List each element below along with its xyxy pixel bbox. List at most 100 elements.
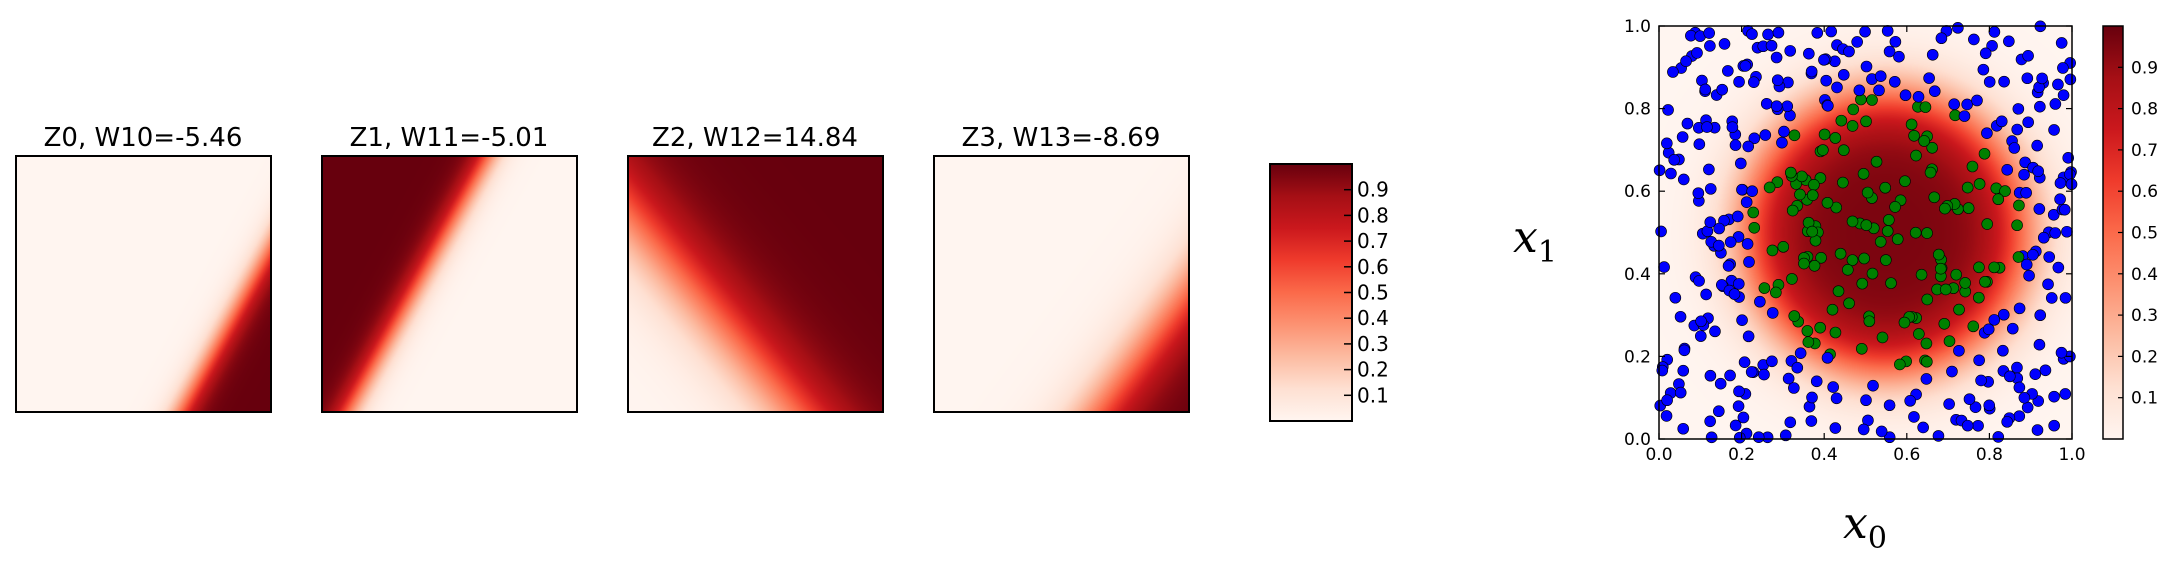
scatter-point-outside-circle bbox=[1778, 125, 1790, 138]
heatmap-frame-z2 bbox=[627, 155, 884, 413]
scatter-point-inside-circle bbox=[1808, 178, 1820, 191]
scatter-point-inside-circle bbox=[1834, 247, 1847, 260]
scatter-point-outside-circle bbox=[2039, 364, 2052, 377]
scatter-point-inside-circle bbox=[1913, 328, 1925, 340]
scatter-point-outside-circle bbox=[1963, 393, 1976, 405]
scatter-point-outside-circle bbox=[2022, 50, 2034, 62]
scatter-point-inside-circle bbox=[2012, 251, 2025, 263]
colorbar-right-tick-label: 0.6 bbox=[2131, 182, 2158, 202]
scatter-point-inside-circle bbox=[1801, 325, 1814, 337]
scatter-point-outside-circle bbox=[1695, 315, 1707, 328]
scatter-point-outside-circle bbox=[2055, 37, 2068, 49]
scatter-point-inside-circle bbox=[1920, 337, 1933, 350]
scatter-point-outside-circle bbox=[2042, 278, 2054, 291]
scatter-point-inside-circle bbox=[1846, 120, 1859, 132]
scatter-point-outside-circle bbox=[1680, 55, 1692, 68]
scatter-point-inside-circle bbox=[1899, 175, 1911, 188]
scatter-point-outside-circle bbox=[1661, 394, 1673, 407]
heatmap-canvas-z0 bbox=[16, 156, 271, 412]
scatter-point-inside-circle bbox=[1866, 94, 1878, 106]
scatter-point-outside-circle bbox=[1733, 76, 1745, 88]
scatter-point-inside-circle bbox=[1786, 273, 1798, 285]
scatter-point-inside-circle bbox=[1926, 141, 1938, 154]
scatter-point-inside-circle bbox=[1837, 144, 1850, 156]
scatter-point-outside-circle bbox=[1917, 421, 1929, 434]
scatter-point-inside-circle bbox=[1843, 297, 1855, 310]
scatter-point-outside-circle bbox=[2021, 72, 2034, 85]
scatter-point-outside-circle bbox=[2013, 381, 2026, 394]
scatter-point-outside-circle bbox=[2034, 100, 2046, 113]
scatter-point-outside-circle bbox=[2057, 89, 2070, 101]
scatter-point-outside-circle bbox=[1818, 54, 1830, 66]
scatter-point-outside-circle bbox=[2032, 165, 2044, 177]
scatter-point-outside-circle bbox=[2018, 168, 2030, 181]
heatmap-title-z2: Z2, W12=14.84 bbox=[652, 123, 858, 153]
scatter-point-outside-circle bbox=[1912, 91, 1925, 103]
scatter-point-outside-circle bbox=[2031, 139, 2043, 152]
scatter-point-inside-circle bbox=[1861, 186, 1874, 199]
scatter-point-outside-circle bbox=[1992, 431, 2005, 443]
scatter-point-outside-circle bbox=[1705, 431, 1718, 444]
colorbar-left-tick-label: 0.6 bbox=[1357, 255, 1389, 279]
scatter-point-inside-circle bbox=[1981, 218, 1994, 230]
scatter-point-outside-circle bbox=[1733, 278, 1745, 290]
scatter-point-inside-circle bbox=[1748, 221, 1761, 234]
scatter-point-outside-circle bbox=[2049, 98, 2062, 110]
scatter-point-inside-circle bbox=[1885, 277, 1897, 289]
scatter-frame bbox=[1658, 25, 2073, 440]
scatter-point-outside-circle bbox=[1986, 40, 1998, 52]
scatter-point-outside-circle bbox=[1731, 210, 1744, 223]
scatter-point-inside-circle bbox=[1909, 226, 1922, 239]
scatter-point-outside-circle bbox=[2054, 177, 2067, 189]
scatter-point-inside-circle bbox=[1821, 196, 1834, 209]
scatter-point-outside-circle bbox=[1759, 129, 1772, 141]
scatter-point-outside-circle bbox=[1781, 100, 1794, 113]
colorbar-right-ticks: 0.9 0.8 0.7 0.6 0.5 0.4 0.3 0.2 0.1 bbox=[2118, 58, 2158, 409]
colorbar-left-tick-label: 0.8 bbox=[1357, 203, 1389, 227]
heatmap-title-z1: Z1, W11=-5.01 bbox=[350, 123, 549, 153]
scatter-point-inside-circle bbox=[1863, 315, 1876, 328]
scatter-point-outside-circle bbox=[2052, 261, 2065, 274]
y-axis-label: x1 bbox=[1513, 212, 1557, 270]
scatter-point-inside-circle bbox=[1961, 181, 1974, 194]
scatter-point-outside-circle bbox=[1701, 121, 1713, 133]
scatter-point-outside-circle bbox=[2052, 78, 2064, 91]
scatter-point-outside-circle bbox=[1748, 132, 1761, 145]
scatter-point-outside-circle bbox=[1889, 35, 1902, 48]
scatter-point-outside-circle bbox=[2047, 208, 2060, 221]
heatmap-canvas-z2 bbox=[628, 156, 883, 412]
scatter-point-inside-circle bbox=[1928, 191, 1941, 204]
scatter-point-outside-circle bbox=[1983, 399, 1996, 412]
scatter-point-outside-circle bbox=[1736, 314, 1748, 326]
scatter-point-outside-circle bbox=[2048, 390, 2060, 403]
scatter-point-inside-circle bbox=[1818, 128, 1831, 141]
scatter-point-outside-circle bbox=[1805, 65, 1818, 78]
scatter-point-outside-circle bbox=[1829, 422, 1842, 434]
scatter-point-outside-circle bbox=[1853, 84, 1866, 97]
scatter-point-outside-circle bbox=[1665, 167, 1677, 180]
heatmap-title-z3: Z3, W13=-8.69 bbox=[962, 123, 1161, 153]
scatter-point-outside-circle bbox=[1926, 48, 1939, 61]
scatter-point-inside-circle bbox=[1880, 254, 1892, 266]
scatter-point-outside-circle bbox=[1867, 379, 1879, 392]
scatter-point-outside-circle bbox=[1667, 66, 1679, 78]
y-tick-label: 0.6 bbox=[1624, 182, 1651, 202]
scatter-point-outside-circle bbox=[1695, 330, 1707, 342]
scatter-point-outside-circle bbox=[1704, 40, 1716, 52]
scatter-point-outside-circle bbox=[2021, 401, 2034, 414]
scatter-point-inside-circle bbox=[1915, 268, 1928, 281]
scatter-point-outside-circle bbox=[2062, 152, 2075, 164]
scatter-point-inside-circle bbox=[1921, 355, 1933, 368]
scatter-point-inside-circle bbox=[1802, 336, 1815, 348]
scatter-point-inside-circle bbox=[1943, 335, 1956, 347]
scatter-point-outside-circle bbox=[1704, 369, 1717, 382]
scatter-point-outside-circle bbox=[1995, 115, 2008, 128]
scatter-point-inside-circle bbox=[1950, 268, 1963, 281]
scatter-point-outside-circle bbox=[1770, 51, 1783, 64]
scatter-point-inside-circle bbox=[1817, 144, 1829, 156]
scatter-point-outside-circle bbox=[2037, 231, 2050, 244]
colorbar-left-gradient bbox=[1269, 163, 1353, 422]
scatter-point-outside-circle bbox=[2020, 186, 2032, 199]
scatter-point-inside-circle bbox=[1934, 262, 1947, 275]
scatter-point-outside-circle bbox=[1782, 372, 1795, 385]
